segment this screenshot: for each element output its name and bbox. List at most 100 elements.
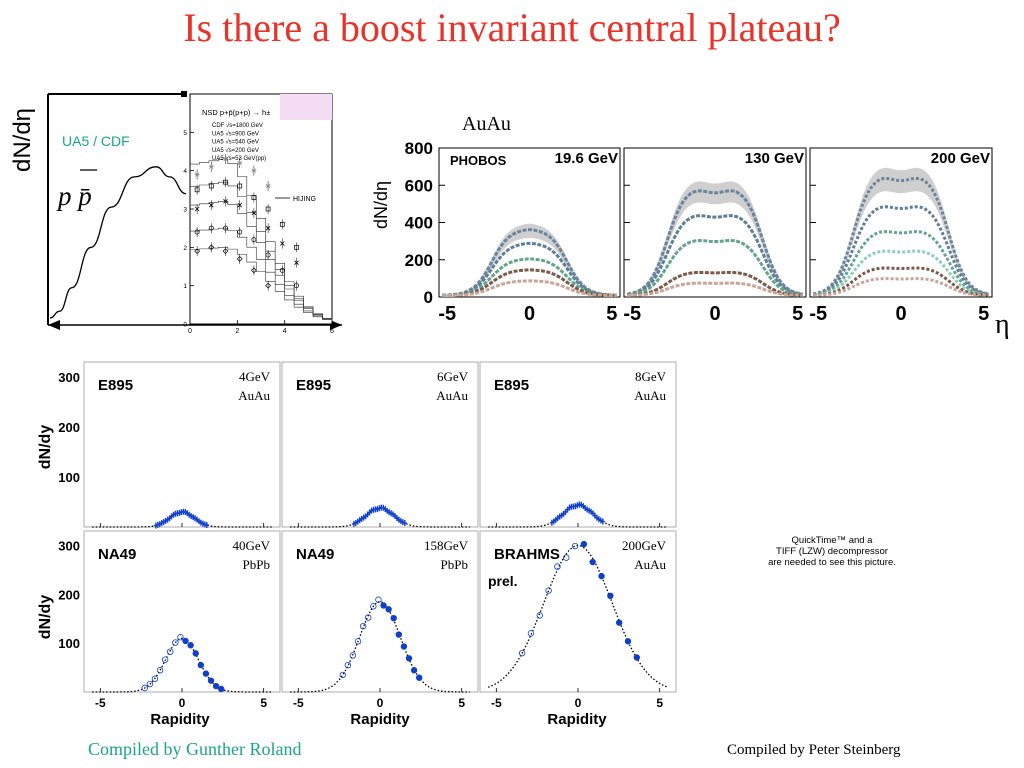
rapidity-energy-label: 158GeV — [424, 538, 469, 553]
inset-point — [223, 156, 228, 162]
inset-point — [251, 267, 257, 274]
rapidity-point — [182, 637, 189, 645]
rapidity-xtick-label: -5 — [293, 696, 304, 710]
rapidity-point — [354, 638, 362, 645]
pp-x-arrow-left — [48, 320, 60, 330]
phobos-xtick-label: -5 — [809, 303, 827, 325]
rapidity-system-label: AuAu — [238, 388, 270, 403]
rapidity-point — [633, 654, 640, 661]
phobos-xtick-label: 0 — [524, 303, 535, 325]
inset-highlight — [280, 94, 332, 120]
rapidity-xtick-label: 5 — [656, 696, 663, 710]
rapidity-ylabel-top: dN/dy — [37, 425, 54, 470]
phobos-series-line — [627, 238, 803, 297]
inset-xtick-label: 6 — [330, 328, 334, 335]
rapidity-ytick-label: 100 — [58, 470, 80, 485]
rapidity-energy-label: 4GeV — [239, 369, 271, 384]
rapidity-point — [197, 661, 205, 669]
inset-point — [223, 179, 228, 185]
rapidity-point — [600, 518, 605, 525]
rapidity-xlabel-2: Rapidity — [350, 711, 410, 728]
quicktime-line-1: QuickTime™ and a — [791, 535, 873, 546]
rapidity-point — [207, 677, 215, 684]
rapidity-experiment-label: E895 — [296, 377, 331, 394]
inset-point — [265, 252, 271, 258]
phobos-xtick-label: -5 — [438, 303, 456, 325]
pp-x-arrow-right — [330, 320, 342, 330]
inset-ytick-label: 5 — [183, 130, 187, 137]
pp-system-label: p p̄ — [56, 181, 92, 211]
inset-point — [265, 225, 271, 231]
rapidity-point — [212, 682, 220, 690]
rapidity-system-label: AuAu — [634, 388, 666, 403]
phobos-experiment-label: PHOBOS — [450, 153, 507, 168]
rapidity-point — [563, 554, 570, 561]
rapidity-grid-chart: dN/dy dN/dy 100 200 300 E895 4GeV AuAu E895 6Ge… — [37, 361, 677, 728]
rapidity-point — [405, 655, 413, 662]
inset-point — [251, 168, 257, 174]
rapidity-system-label: PbPb — [441, 557, 468, 572]
phobos-energy-label: 19.6 GeV — [555, 150, 618, 167]
rapidity-point — [187, 642, 194, 649]
rapidity-point — [141, 684, 148, 692]
inset-point — [294, 260, 299, 265]
rapidity-panel-frame — [83, 361, 281, 528]
rapidity-point — [527, 630, 535, 637]
phobos-energy-label: 130 GeV — [745, 150, 804, 167]
rapidity-ytick-label: 300 — [58, 370, 80, 385]
rapidity-xtick-label: 5 — [458, 696, 465, 710]
rapidity-point — [598, 572, 605, 580]
inset-xtick-label: 4 — [283, 328, 287, 335]
inset-point — [208, 244, 215, 251]
inset-ytick-label: 0 — [183, 322, 187, 329]
rapidity-ytick-label: 200 — [58, 587, 80, 602]
rapidity-panel-frame — [479, 361, 677, 528]
rapidity-point — [339, 671, 346, 679]
phobos-panels: 0 200 400 600 800 19.6 GeV PHOBOS -5 0 5 130 GeV -5… — [405, 139, 993, 325]
rapidity-point — [192, 650, 199, 657]
inset-point — [194, 172, 200, 177]
slide-title: Is there a boost invariant central plate… — [183, 5, 841, 50]
inset-point — [208, 225, 214, 231]
rapidity-experiment-label: BRAHMS — [494, 546, 560, 563]
rapidity-xtick-label: 5 — [260, 696, 267, 710]
rapidity-point — [402, 520, 407, 527]
inset-point — [194, 248, 200, 255]
rapidity-point — [375, 596, 382, 603]
inset-ytick-label: 1 — [183, 283, 187, 290]
inset-point — [236, 255, 243, 262]
rapidity-system-label: AuAu — [634, 557, 666, 572]
phobos-series-line — [813, 230, 989, 297]
pp-schematic-chart: dN/dη UA5 / CDF p p̄ NSD p+p̄(p+p) → h± … — [9, 91, 342, 335]
inset-point — [280, 241, 285, 246]
rapidity-system-label: PbPb — [243, 557, 270, 572]
inset-ytick-label: 4 — [183, 168, 187, 175]
rapidity-point — [416, 674, 423, 681]
rapidity-panel-frame — [281, 530, 479, 693]
inset-hijing-line — [190, 201, 333, 321]
rapidity-point — [151, 675, 159, 682]
inset-point — [209, 202, 214, 208]
rapidity-point — [607, 592, 614, 600]
phobos-panel-frame — [623, 147, 807, 298]
rapidity-note-label: prel. — [488, 573, 518, 589]
phobos-xtick-label: 5 — [606, 303, 617, 325]
phobos-panel-frame — [438, 147, 621, 298]
rapidity-point — [156, 667, 164, 674]
rapidity-point — [615, 619, 623, 626]
inset-point — [237, 229, 243, 235]
inset-legend-entry: CDF √s=1800 GeV — [212, 122, 263, 129]
phobos-ytick-label: 400 — [405, 214, 433, 233]
phobos-xtick-label: 5 — [978, 303, 989, 325]
rapidity-xtick-label: 0 — [575, 696, 582, 710]
credit-left: Compiled by Gunther Roland — [88, 739, 302, 759]
phobos-xtick-label: -5 — [623, 303, 641, 325]
inset-point — [251, 195, 257, 200]
inset-point — [265, 183, 271, 189]
rapidity-point — [146, 680, 154, 688]
rapidity-point — [410, 667, 418, 674]
inset-point — [194, 187, 200, 193]
pp-ylabel: dN/dη — [9, 108, 36, 172]
phobos-series-line — [813, 176, 989, 296]
